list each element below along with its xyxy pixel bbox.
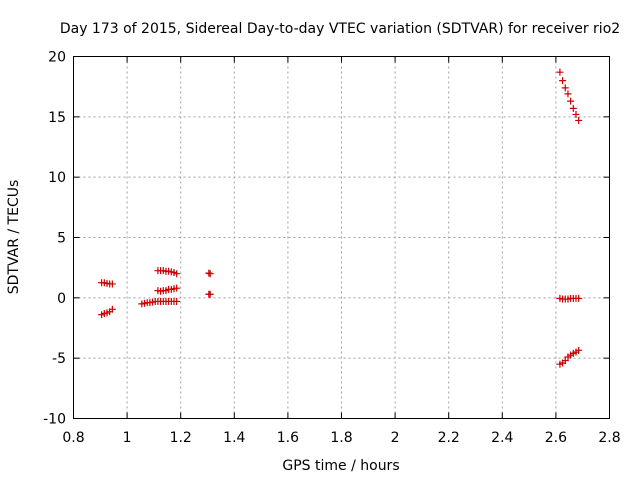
y-tick-label: 0 — [57, 291, 66, 307]
x-tick-label: 2.2 — [438, 430, 460, 446]
data-point — [556, 68, 564, 76]
data-point — [173, 284, 181, 292]
data-point — [559, 77, 567, 85]
data-point — [173, 297, 181, 305]
data-point — [567, 97, 575, 105]
data-point — [575, 294, 583, 302]
x-tick-label: 1.2 — [170, 430, 192, 446]
y-tick-label: 20 — [48, 50, 66, 66]
data-point — [575, 116, 583, 124]
y-tick-label: -5 — [52, 351, 66, 367]
x-tick-label: 2.8 — [598, 430, 620, 446]
data-point — [173, 270, 181, 278]
data-point — [564, 90, 572, 98]
data-point — [572, 110, 580, 118]
x-tick-label: 0.8 — [62, 430, 84, 446]
data-point — [206, 270, 214, 278]
x-tick-label: 1.4 — [223, 430, 245, 446]
data-point — [569, 104, 577, 112]
data-point — [108, 305, 116, 313]
y-tick-labels: -10 -5 0 5 10 15 20 — [43, 50, 66, 428]
chart-title: Day 173 of 2015, Sidereal Day-to-day VTE… — [60, 21, 620, 37]
y-axis-label: SDTVAR / TECUs — [6, 180, 22, 295]
y-tick-label: 5 — [57, 231, 66, 247]
x-tick-label: 2.6 — [545, 430, 567, 446]
data-point — [561, 357, 569, 365]
x-tick-label: 2 — [391, 430, 400, 446]
x-tick-label: 2.4 — [491, 430, 513, 446]
plot-frame — [73, 56, 610, 419]
data-point — [561, 84, 569, 92]
data-points — [98, 68, 583, 368]
x-tick-label: 1.8 — [330, 430, 352, 446]
x-tick-label: 1.6 — [277, 430, 299, 446]
x-tick-labels: 0.8 1 1.2 1.4 1.6 1.8 2 2.2 2.4 2.6 2.8 — [62, 430, 620, 446]
data-point — [205, 269, 213, 277]
data-point — [108, 280, 116, 288]
x-axis-label: GPS time / hours — [282, 458, 399, 474]
x-tick-label: 1 — [123, 430, 132, 446]
data-point — [206, 290, 214, 298]
y-tick-label: 15 — [48, 110, 66, 126]
grid-lines — [73, 56, 610, 419]
data-point — [575, 346, 583, 354]
y-tick-label: 10 — [48, 170, 66, 186]
y-tick-label: -10 — [43, 412, 66, 428]
